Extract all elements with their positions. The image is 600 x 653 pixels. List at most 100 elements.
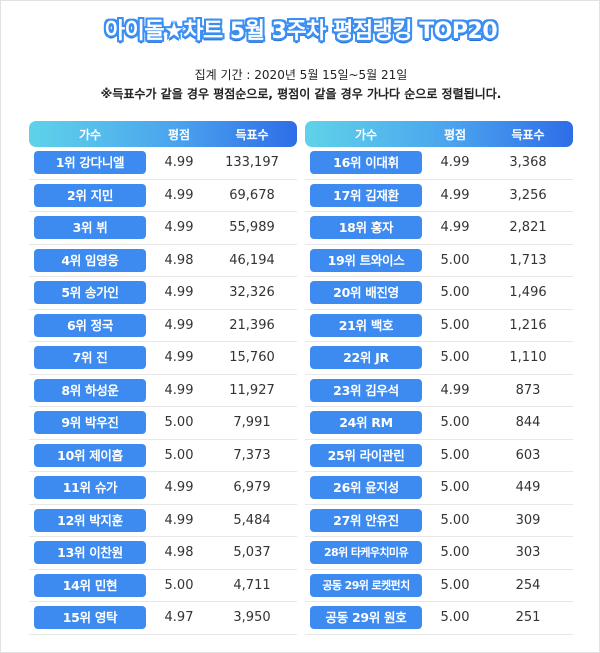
table-row: 20위 배진영 5.00 1,496: [305, 277, 573, 310]
rank-singer-badge: 27위 안유진: [310, 508, 422, 532]
singer-cell: 공동 29위 원호: [305, 606, 427, 630]
score-cell: 5.00: [440, 317, 470, 333]
rank-singer-badge: 11위 슈가: [34, 476, 146, 500]
score-cell: 5.00: [440, 350, 470, 366]
votes-cell: 21,396: [229, 317, 275, 333]
table-row: 7위 진 4.99 15,760: [29, 342, 297, 375]
score-cell: 4.99: [164, 512, 194, 528]
votes-cell: 133,197: [225, 155, 279, 171]
table-row: 5위 송가인 4.99 32,326: [29, 277, 297, 310]
singer-cell: 19위 트와이스: [305, 248, 427, 272]
table-row: 19위 트와이스 5.00 1,713: [305, 245, 573, 277]
singer-cell: 8위 하성운: [29, 378, 151, 402]
votes-cell: 873: [515, 382, 541, 398]
singer-cell: 22위 JR: [305, 346, 427, 370]
header-score: 평점: [167, 127, 191, 142]
singer-cell: 20위 배진영: [305, 281, 427, 305]
singer-cell: 5위 송가인: [29, 281, 151, 305]
rank-singer-badge: 공동 29위 로켓펀치: [310, 573, 422, 597]
score-cell: 5.00: [164, 447, 194, 463]
score-cell: 5.00: [440, 610, 470, 626]
singer-cell: 14위 민현: [29, 573, 151, 597]
singer-cell: 13위 이찬원: [29, 541, 151, 565]
votes-cell: 1,713: [509, 252, 547, 268]
singer-cell: 7위 진: [29, 346, 151, 370]
table-row: 10위 제이홉 5.00 7,373: [29, 440, 297, 472]
singer-cell: 24위 RM: [305, 411, 427, 435]
singer-cell: 4위 임영웅: [29, 248, 151, 272]
table-row: 26위 윤지성 5.00 449: [305, 472, 573, 505]
rank-singer-badge: 9위 박우진: [34, 411, 146, 435]
rank-singer-badge: 2위 지민: [34, 183, 146, 207]
votes-cell: 2,821: [509, 220, 547, 236]
singer-cell: 16위 이대휘: [305, 151, 427, 175]
score-cell: 4.98: [164, 545, 194, 561]
score-cell: 4.99: [164, 155, 194, 171]
votes-cell: 449: [515, 480, 541, 496]
votes-cell: 15,760: [229, 350, 275, 366]
rank-singer-badge: 24위 RM: [310, 411, 422, 435]
singer-cell: 26위 윤지성: [305, 476, 427, 500]
votes-cell: 7,991: [233, 415, 271, 431]
singer-cell: 28위 타케우치미유: [305, 541, 427, 565]
score-cell: 5.00: [164, 415, 194, 431]
table-row: 24위 RM 5.00 844: [305, 407, 573, 440]
rank-singer-badge: 25위 라이관린: [310, 443, 422, 467]
votes-cell: 3,950: [233, 610, 271, 626]
rank-singer-badge: 15위 영탁: [34, 606, 146, 630]
votes-cell: 309: [515, 512, 541, 528]
singer-cell: 18위 홍자: [305, 216, 427, 240]
votes-cell: 1,110: [509, 350, 547, 366]
table-row: 1위 강다니엘 4.99 133,197: [29, 147, 297, 180]
rank-singer-badge: 8위 하성운: [34, 378, 146, 402]
page-title: 아이돌★차트 5월 3주차 평점랭킹 TOP20: [104, 19, 498, 44]
score-cell: 5.00: [440, 480, 470, 496]
table-row: 공동 29위 원호 5.00 251: [305, 602, 573, 635]
rank-singer-badge: 13위 이찬원: [34, 541, 146, 565]
votes-cell: 603: [515, 447, 541, 463]
votes-cell: 303: [515, 545, 541, 561]
votes-cell: 254: [515, 577, 541, 593]
table-row: 9위 박우진 5.00 7,991: [29, 407, 297, 440]
table-row: 공동 29위 로켓펀치 5.00 254: [305, 570, 573, 602]
singer-cell: 21위 백호: [305, 313, 427, 337]
table-row: 2위 지민 4.99 69,678: [29, 180, 297, 212]
score-cell: 4.97: [164, 610, 194, 626]
score-cell: 4.99: [164, 220, 194, 236]
singer-cell: 3위 뷔: [29, 216, 151, 240]
singer-cell: 10위 제이홉: [29, 443, 151, 467]
header-score: 평점: [443, 127, 467, 142]
votes-cell: 844: [515, 415, 541, 431]
score-cell: 5.00: [440, 252, 470, 268]
rank-singer-badge: 14위 민현: [34, 573, 146, 597]
rank-singer-badge: 26위 윤지성: [310, 476, 422, 500]
singer-cell: 27위 안유진: [305, 508, 427, 532]
header-votes: 득표수: [235, 127, 269, 142]
singer-cell: 9위 박우진: [29, 411, 151, 435]
score-cell: 5.00: [440, 447, 470, 463]
rank-singer-badge: 23위 김우석: [310, 378, 422, 402]
rank-singer-badge: 공동 29위 원호: [310, 606, 422, 630]
score-cell: 4.99: [164, 285, 194, 301]
singer-cell: 2위 지민: [29, 183, 151, 207]
table-row: 15위 영탁 4.97 3,950: [29, 602, 297, 635]
table-row: 14위 민현 5.00 4,711: [29, 570, 297, 602]
table-header: 가수 평점 득표수: [305, 121, 573, 147]
header-singer: 가수: [354, 127, 378, 142]
votes-cell: 46,194: [229, 252, 275, 268]
table-row: 28위 타케우치미유 5.00 303: [305, 537, 573, 570]
score-cell: 5.00: [440, 285, 470, 301]
table-row: 16위 이대휘 4.99 3,368: [305, 147, 573, 180]
votes-cell: 4,711: [233, 577, 271, 593]
score-cell: 5.00: [164, 577, 194, 593]
votes-cell: 3,256: [509, 187, 547, 203]
score-cell: 4.99: [164, 187, 194, 203]
rank-singer-badge: 4위 임영웅: [34, 248, 146, 272]
table-row: 25위 라이관린 5.00 603: [305, 440, 573, 472]
table-row: 8위 하성운 4.99 11,927: [29, 375, 297, 407]
table-row: 27위 안유진 5.00 309: [305, 505, 573, 537]
singer-cell: 1위 강다니엘: [29, 151, 151, 175]
singer-cell: 25위 라이관린: [305, 443, 427, 467]
votes-cell: 69,678: [229, 187, 275, 203]
